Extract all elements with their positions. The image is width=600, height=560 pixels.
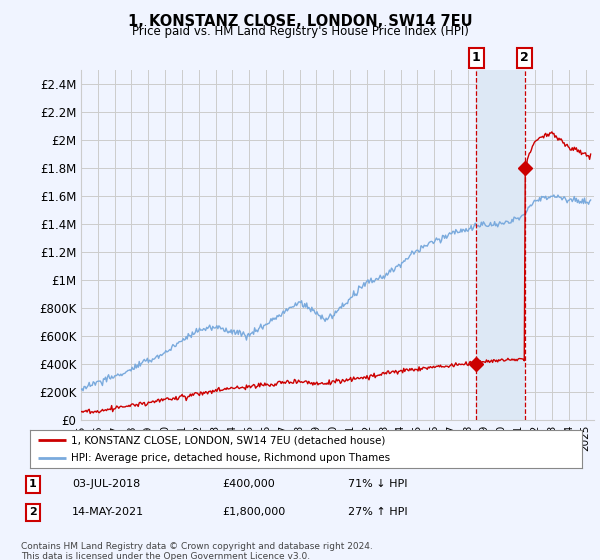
Text: HPI: Average price, detached house, Richmond upon Thames: HPI: Average price, detached house, Rich… (71, 453, 391, 463)
Text: 1: 1 (472, 52, 481, 64)
Text: Contains HM Land Registry data © Crown copyright and database right 2024.
This d: Contains HM Land Registry data © Crown c… (21, 542, 373, 560)
Text: 2: 2 (29, 507, 37, 517)
Text: 71% ↓ HPI: 71% ↓ HPI (348, 479, 407, 489)
Bar (476, 70, 524, 420)
Text: 1: 1 (29, 479, 37, 489)
Text: 27% ↑ HPI: 27% ↑ HPI (348, 507, 407, 517)
Text: 14-MAY-2021: 14-MAY-2021 (72, 507, 144, 517)
Text: 2: 2 (520, 52, 529, 64)
Text: 1, KONSTANZ CLOSE, LONDON, SW14 7EU (detached house): 1, KONSTANZ CLOSE, LONDON, SW14 7EU (det… (71, 435, 386, 445)
Text: 1, KONSTANZ CLOSE, LONDON, SW14 7EU: 1, KONSTANZ CLOSE, LONDON, SW14 7EU (128, 14, 472, 29)
Text: £1,800,000: £1,800,000 (222, 507, 285, 517)
Text: 03-JUL-2018: 03-JUL-2018 (72, 479, 140, 489)
Text: Price paid vs. HM Land Registry's House Price Index (HPI): Price paid vs. HM Land Registry's House … (131, 25, 469, 38)
Text: £400,000: £400,000 (222, 479, 275, 489)
